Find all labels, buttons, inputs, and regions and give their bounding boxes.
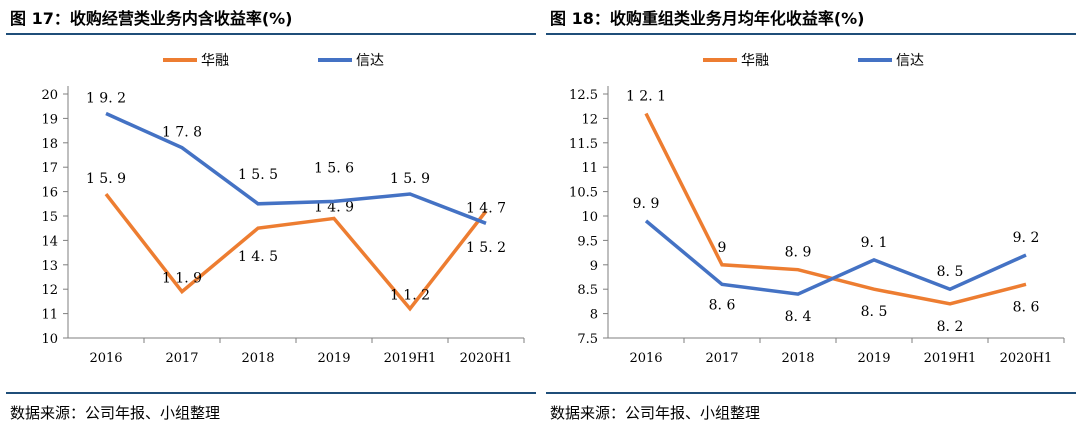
x-tick-label: 2016 bbox=[89, 351, 122, 366]
source-note: 数据来源：公司年报、小组整理 bbox=[10, 404, 221, 422]
data-label: 8. 4 bbox=[785, 309, 812, 325]
y-tick-label: 10.5 bbox=[569, 186, 598, 201]
x-tick-label: 2018 bbox=[781, 351, 814, 366]
chart-title: 图 18：收购重组类业务月均年化收益率(%) bbox=[550, 9, 865, 28]
y-tick-label: 9 bbox=[590, 259, 598, 274]
y-tick-label: 20 bbox=[41, 88, 58, 103]
data-label: 9. 2 bbox=[1013, 230, 1040, 246]
x-tick-label: 2019 bbox=[317, 351, 350, 366]
line-chart-left: 华融 信达 10 11 12 13 14 15 16 17 18 19 20 2016 2017 2018 20… bbox=[41, 53, 525, 366]
data-label: 1 4. 7 bbox=[466, 200, 506, 216]
data-label: 1 4. 9 bbox=[314, 199, 354, 215]
data-label: 1 5. 5 bbox=[238, 167, 278, 183]
data-label: 9. 1 bbox=[861, 235, 888, 251]
data-label: 8. 6 bbox=[1013, 299, 1040, 315]
y-tick-label: 8 bbox=[590, 308, 598, 323]
x-tick-label: 2017 bbox=[165, 351, 198, 366]
series-line-1 bbox=[644, 219, 1027, 296]
x-tick-label: 2019H1 bbox=[924, 351, 977, 366]
data-label: 1 5. 6 bbox=[314, 160, 354, 176]
series-line-0 bbox=[104, 192, 488, 312]
series-line-1 bbox=[105, 111, 487, 225]
y-tick-label: 12 bbox=[581, 112, 598, 127]
y-tick-label: 11 bbox=[41, 308, 58, 323]
source-rule bbox=[546, 392, 1076, 394]
y-tick-label: 9.5 bbox=[577, 234, 598, 249]
y-tick-label: 10 bbox=[41, 332, 58, 347]
y-tick-label: 18 bbox=[41, 137, 58, 152]
data-label: 8. 9 bbox=[785, 245, 812, 261]
x-tick-label: 2017 bbox=[705, 351, 738, 366]
legend-label-1: 信达 bbox=[896, 53, 924, 69]
data-label: 1 9. 2 bbox=[86, 91, 126, 107]
y-tick-label: 19 bbox=[41, 112, 58, 127]
title-rule bbox=[546, 33, 1076, 35]
x-tick-label: 2016 bbox=[629, 351, 662, 366]
title-rule bbox=[6, 33, 536, 35]
legend-label-1: 信达 bbox=[356, 53, 384, 69]
x-tick-label: 2020H1 bbox=[460, 351, 513, 366]
y-tick-label: 17 bbox=[41, 161, 58, 176]
chart-panel-left: 图 17：收购经营类业务内含收益率(%) 华融 信达 10 11 12 13 14 15 16 1… bbox=[6, 0, 536, 431]
y-tick-label: 14 bbox=[41, 234, 58, 249]
series-line-0 bbox=[644, 112, 1027, 306]
x-tick-label: 2020H1 bbox=[1000, 351, 1053, 366]
data-label: 8. 5 bbox=[861, 304, 888, 320]
data-label: 1 2. 1 bbox=[626, 89, 666, 105]
data-label: 8. 2 bbox=[937, 319, 964, 335]
y-tick-label: 11 bbox=[581, 161, 598, 176]
data-label: 8. 6 bbox=[709, 297, 736, 313]
x-tick-label: 2019 bbox=[857, 351, 890, 366]
y-tick-label: 13 bbox=[41, 259, 58, 274]
data-label: 1 1. 2 bbox=[390, 288, 430, 304]
y-tick-label: 7.5 bbox=[577, 332, 598, 347]
chart-title: 图 17：收购经营类业务内含收益率(%) bbox=[10, 9, 293, 28]
legend-label-0: 华融 bbox=[741, 53, 769, 69]
data-label: 8. 5 bbox=[937, 264, 964, 280]
chart-panel-right: 图 18：收购重组类业务月均年化收益率(%) 华融 信达 7.5 8 8.5 9 9.5 10… bbox=[546, 0, 1076, 431]
data-label: 1 5. 2 bbox=[466, 240, 506, 256]
line-chart-right: 华融 信达 7.5 8 8.5 9 9.5 10 10.5 11 11.5 12 12.5 2016 201… bbox=[569, 53, 1065, 366]
y-tick-label: 12 bbox=[41, 283, 58, 298]
data-label: 1 7. 8 bbox=[162, 125, 202, 141]
source-note: 数据来源：公司年报、小组整理 bbox=[550, 404, 761, 422]
y-tick-label: 16 bbox=[41, 186, 58, 201]
legend-label-0: 华融 bbox=[201, 53, 229, 69]
y-tick-label: 10 bbox=[581, 210, 598, 225]
data-label: 9. 9 bbox=[633, 196, 660, 212]
source-rule bbox=[6, 392, 536, 394]
y-tick-label: 15 bbox=[41, 210, 58, 225]
x-tick-label: 2019H1 bbox=[384, 351, 437, 366]
x-tick-label: 2018 bbox=[241, 351, 274, 366]
data-label: 1 5. 9 bbox=[390, 171, 430, 187]
y-tick-label: 11.5 bbox=[569, 137, 598, 152]
y-tick-label: 8.5 bbox=[577, 283, 598, 298]
data-label: 9 bbox=[718, 240, 727, 256]
data-label: 1 4. 5 bbox=[238, 249, 278, 265]
y-tick-label: 12.5 bbox=[569, 88, 598, 103]
data-label: 1 1. 9 bbox=[162, 271, 202, 287]
data-label: 1 5. 9 bbox=[86, 171, 126, 187]
